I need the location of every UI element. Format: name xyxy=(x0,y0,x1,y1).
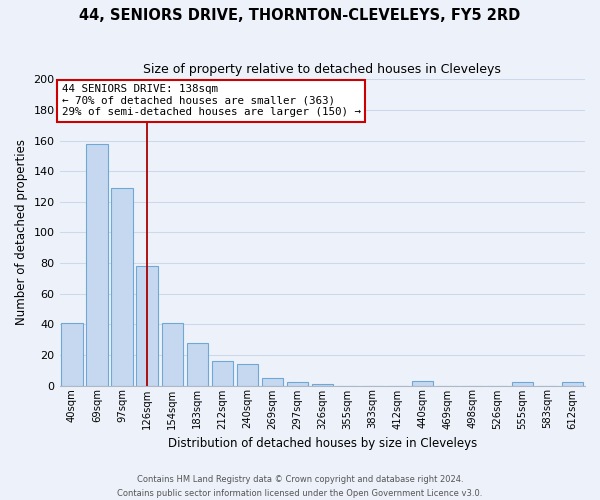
Bar xyxy=(187,342,208,386)
Bar xyxy=(61,323,83,386)
Text: 44 SENIORS DRIVE: 138sqm
← 70% of detached houses are smaller (363)
29% of semi-: 44 SENIORS DRIVE: 138sqm ← 70% of detach… xyxy=(62,84,361,117)
X-axis label: Distribution of detached houses by size in Cleveleys: Distribution of detached houses by size … xyxy=(167,437,477,450)
Bar xyxy=(512,382,533,386)
Bar xyxy=(562,382,583,386)
Bar xyxy=(136,266,158,386)
Text: 44, SENIORS DRIVE, THORNTON-CLEVELEYS, FY5 2RD: 44, SENIORS DRIVE, THORNTON-CLEVELEYS, F… xyxy=(79,8,521,22)
Bar xyxy=(212,361,233,386)
Title: Size of property relative to detached houses in Cleveleys: Size of property relative to detached ho… xyxy=(143,62,501,76)
Bar xyxy=(311,384,333,386)
Bar xyxy=(161,323,183,386)
Bar xyxy=(112,188,133,386)
Bar xyxy=(236,364,258,386)
Y-axis label: Number of detached properties: Number of detached properties xyxy=(15,140,28,326)
Bar xyxy=(262,378,283,386)
Bar xyxy=(412,381,433,386)
Bar xyxy=(86,144,108,386)
Text: Contains HM Land Registry data © Crown copyright and database right 2024.
Contai: Contains HM Land Registry data © Crown c… xyxy=(118,476,482,498)
Bar xyxy=(287,382,308,386)
